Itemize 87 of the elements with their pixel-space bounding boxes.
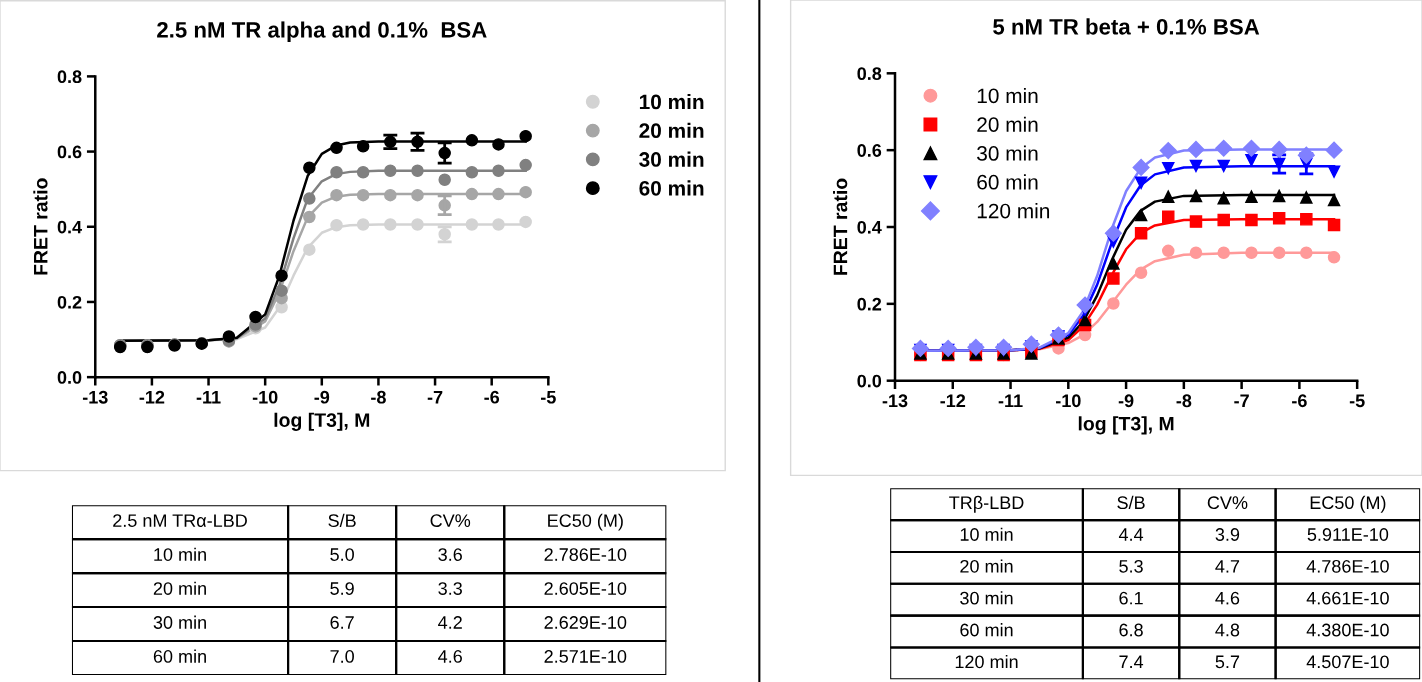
y-tick-label: 0.4	[857, 220, 882, 234]
category-label: CV%	[430, 514, 471, 527]
text: 20 min	[960, 559, 1013, 573]
text: 6.8	[1119, 623, 1143, 637]
x-tick-label: -5	[1349, 394, 1365, 408]
text: 10 min	[960, 527, 1013, 541]
text: 4.8	[1215, 623, 1240, 637]
category-label: TRβ-LBD	[949, 495, 1024, 513]
category-label: EC50 (M)	[548, 513, 623, 531]
text: 5.911E-10	[1307, 528, 1389, 541]
text: 3.6	[438, 548, 462, 561]
text: 4.661E-10	[1306, 591, 1389, 605]
y-tick-label: 0.8	[857, 67, 882, 81]
y-tick-label: 0.4	[57, 220, 82, 234]
x-tick-label: -9	[314, 390, 330, 404]
text: 4.380E-10	[1306, 623, 1389, 637]
text: 30 min	[153, 615, 206, 629]
text: 60 min	[153, 649, 206, 663]
text: 2.629E-10	[544, 616, 627, 629]
legend-label: 20 min	[639, 122, 704, 139]
x-tick-label: -7	[1234, 394, 1249, 407]
y-tick-label: 0.0	[857, 374, 882, 388]
text: 3.9	[1215, 528, 1240, 541]
x-tick-label: -6	[484, 390, 500, 404]
text: 3.3	[438, 582, 462, 595]
category-label: S/B	[1117, 495, 1145, 510]
text: 4.786E-10	[1306, 559, 1389, 573]
text: 60 min	[960, 623, 1013, 637]
y-tick-label: 0.6	[857, 144, 882, 157]
text: 2.605E-10	[544, 582, 627, 595]
category-label: 2.5 nM TRα-LBD	[113, 514, 247, 527]
legend-label: 10 min	[977, 87, 1038, 104]
text: 2.571E-10	[544, 650, 627, 663]
text: 10 min	[154, 547, 206, 561]
text: 4.6	[438, 650, 462, 663]
x-tick-label: -10	[1055, 394, 1081, 408]
text: 4.7	[1215, 560, 1240, 573]
y-axis-title: FRET ratio	[33, 178, 48, 275]
legend-label: 60 min	[977, 174, 1038, 190]
x-tick-label: -10	[252, 390, 278, 404]
x-tick-label: -9	[1118, 394, 1134, 408]
category-label: CV%	[1207, 496, 1248, 510]
x-tick-label: -6	[1292, 394, 1307, 408]
text: 20 min	[153, 581, 206, 595]
text: 5.3	[1119, 559, 1143, 573]
y-axis-title: FRET ratio	[833, 178, 848, 275]
x-tick-label: -8	[1176, 394, 1192, 408]
text: 5.7	[1215, 655, 1240, 669]
text: 5.0	[330, 548, 354, 561]
y-tick-label: 0.2	[857, 297, 882, 311]
x-tick-label: -7	[427, 391, 443, 404]
text: 4.6	[1215, 591, 1240, 605]
chart-title: 2.5 nM TR alpha and 0.1% BSA	[157, 21, 487, 43]
text: 30 min	[960, 591, 1013, 605]
legend-label: 60 min	[639, 180, 704, 196]
text: 4.4	[1118, 528, 1144, 541]
x-axis-title: log [T3], M	[274, 412, 370, 431]
x-tick-label: -8	[371, 390, 386, 404]
y-tick-label: 0.8	[57, 70, 82, 84]
legend-label: 120 min	[977, 203, 1050, 219]
legend-label: 30 min	[639, 151, 704, 167]
text: 5.9	[330, 582, 354, 595]
text: 7.4	[1119, 655, 1144, 669]
text: 4.2	[438, 616, 462, 629]
x-tick-label: -12	[139, 390, 165, 404]
x-tick-label: -5	[541, 391, 556, 404]
x-tick-label: -13	[82, 390, 108, 404]
category-label: S/B	[328, 513, 356, 527]
x-tick-label: -12	[940, 394, 966, 407]
x-tick-label: -11	[196, 391, 221, 404]
legend-label: 20 min	[977, 116, 1038, 132]
text: 6.1	[1119, 591, 1143, 605]
legend-label: 10 min	[639, 93, 704, 110]
chart-title: 5 nM TR beta + 0.1% BSA	[993, 18, 1260, 35]
y-tick-label: 0.2	[57, 295, 82, 309]
text: 120 min	[955, 654, 1018, 669]
y-tick-label: 0.0	[57, 371, 82, 384]
legend-label: 30 min	[977, 145, 1038, 161]
x-axis-title: log [T3], M	[1078, 416, 1174, 435]
x-tick-label: -11	[998, 394, 1023, 407]
y-tick-label: 0.6	[57, 145, 82, 159]
text: 2.786E-10	[544, 548, 627, 561]
text: 4.507E-10	[1306, 655, 1389, 669]
category-label: EC50 (M)	[1310, 495, 1386, 513]
x-tick-label: -13	[882, 394, 908, 408]
text: 7.0	[330, 650, 354, 663]
text: 6.7	[330, 616, 354, 629]
